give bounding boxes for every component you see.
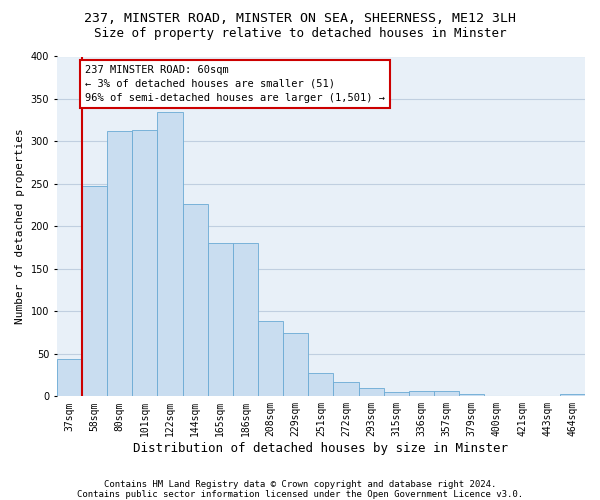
- Y-axis label: Number of detached properties: Number of detached properties: [15, 128, 25, 324]
- Bar: [57, 359, 82, 397]
- Bar: [359, 388, 384, 396]
- Bar: [560, 394, 585, 396]
- Text: 237 MINSTER ROAD: 60sqm
← 3% of detached houses are smaller (51)
96% of semi-det: 237 MINSTER ROAD: 60sqm ← 3% of detached…: [85, 65, 385, 103]
- Text: 237, MINSTER ROAD, MINSTER ON SEA, SHEERNESS, ME12 3LH: 237, MINSTER ROAD, MINSTER ON SEA, SHEER…: [84, 12, 516, 26]
- X-axis label: Distribution of detached houses by size in Minster: Distribution of detached houses by size …: [133, 442, 508, 455]
- Bar: [82, 186, 107, 396]
- Text: Contains public sector information licensed under the Open Government Licence v3: Contains public sector information licen…: [77, 490, 523, 499]
- Bar: [283, 332, 308, 396]
- Bar: [409, 391, 434, 396]
- Bar: [208, 242, 233, 396]
- Bar: [459, 394, 484, 396]
- Bar: [334, 382, 359, 396]
- Text: Contains HM Land Registry data © Crown copyright and database right 2024.: Contains HM Land Registry data © Crown c…: [104, 480, 496, 489]
- Bar: [308, 374, 334, 396]
- Bar: [233, 242, 258, 396]
- Bar: [434, 391, 459, 396]
- Bar: [258, 320, 283, 396]
- Bar: [157, 112, 182, 397]
- Bar: [182, 204, 208, 396]
- Bar: [384, 392, 409, 396]
- Bar: [107, 132, 132, 396]
- Bar: [132, 130, 157, 396]
- Text: Size of property relative to detached houses in Minster: Size of property relative to detached ho…: [94, 28, 506, 40]
